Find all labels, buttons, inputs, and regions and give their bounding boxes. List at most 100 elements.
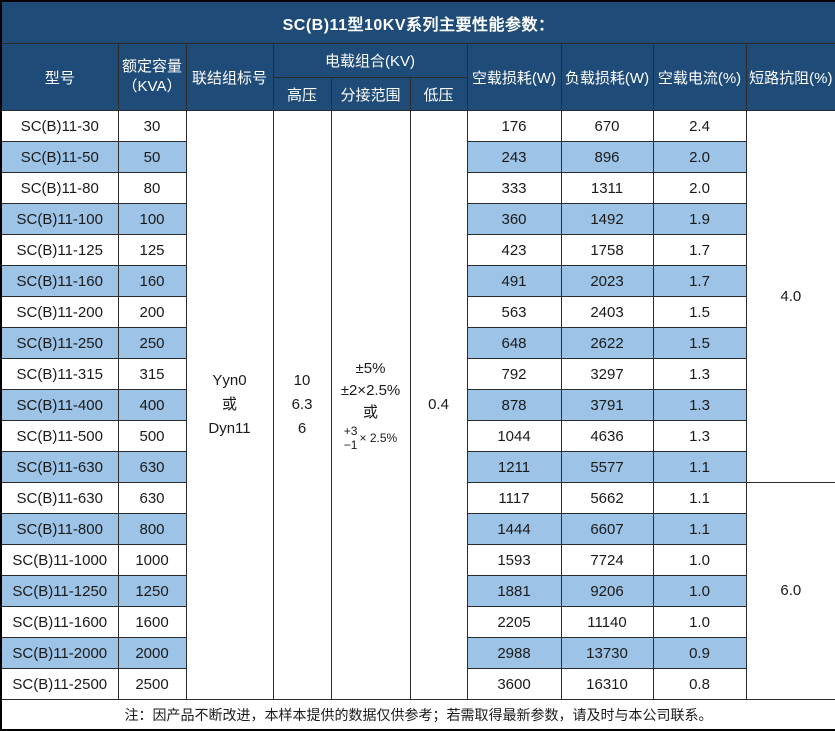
- table-row: SC(B)11-200 200 563 2403 1.5: [0, 296, 835, 328]
- header-row-main: 型号 额定容量 （KVA） 联结组标号 电载组合(KV) 空载损耗(W) 负载损…: [0, 43, 835, 111]
- no-load-current-cell: 1.1: [652, 482, 747, 514]
- col-header-voltage-combo: 电载组合(KV): [272, 43, 468, 78]
- kva-cell: 500: [117, 420, 187, 452]
- vector-group-line: Yyn0: [212, 372, 247, 389]
- no-load-loss-cell: 243: [466, 141, 562, 173]
- model-cell: SC(B)11-315: [0, 358, 119, 390]
- kva-cell: 2000: [117, 637, 187, 669]
- no-load-current-cell: 0.9: [652, 637, 747, 669]
- hv-line: 10: [293, 372, 311, 389]
- no-load-current-cell: 2.4: [652, 110, 747, 142]
- load-loss-cell: 6607: [560, 513, 654, 545]
- load-loss-cell: 670: [560, 110, 654, 142]
- no-load-current-cell: 2.0: [652, 141, 747, 173]
- kva-cell: 1000: [117, 544, 187, 576]
- kva-cell: 630: [117, 451, 187, 483]
- no-load-current-cell: 1.5: [652, 296, 747, 328]
- model-cell: SC(B)11-500: [0, 420, 119, 452]
- kva-cell: 1600: [117, 606, 187, 638]
- table-row: SC(B)11-80 80 333 1311 2.0: [0, 172, 835, 204]
- lv-cell: 0.4: [409, 110, 468, 700]
- table-row: SC(B)11-30 30 Yyn0 或 Dyn11 10 6.3 6 ±5% ±2×2.5% 或 +…: [0, 110, 835, 700]
- kva-cell: 800: [117, 513, 187, 545]
- hv-cell: 10 6.3 6: [272, 110, 332, 700]
- col-header-capacity-line1: 额定容量: [121, 58, 182, 75]
- load-loss-cell: 13730: [560, 637, 654, 669]
- no-load-current-cell: 1.3: [652, 358, 747, 390]
- no-load-loss-cell: 878: [466, 389, 562, 421]
- no-load-loss-cell: 423: [466, 234, 562, 266]
- no-load-loss-cell: 1211: [466, 451, 562, 483]
- no-load-current-cell: 1.5: [652, 327, 747, 359]
- kva-cell: 200: [117, 296, 187, 328]
- no-load-loss-cell: 648: [466, 327, 562, 359]
- model-cell: SC(B)11-1600: [0, 606, 119, 638]
- no-load-loss-cell: 2205: [466, 606, 562, 638]
- no-load-current-cell: 1.1: [652, 451, 747, 483]
- load-loss-cell: 16310: [560, 668, 654, 700]
- kva-cell: 400: [117, 389, 187, 421]
- table-row: SC(B)11-2500 2500 3600 16310 0.8: [0, 668, 835, 700]
- table-row: SC(B)11-800 800 1444 6607 1.1: [0, 513, 835, 545]
- tap-stacked-notation: +3 −1 × 2.5%: [344, 424, 397, 452]
- impedance-group2-cell: 6.0: [745, 482, 835, 700]
- model-cell: SC(B)11-400: [0, 389, 119, 421]
- page-title: SC(B)11型10KV系列主要性能参数：: [0, 0, 835, 44]
- model-cell: SC(B)11-800: [0, 513, 119, 545]
- table-row: SC(B)11-50 50 243 896 2.0: [0, 141, 835, 173]
- kva-cell: 30: [117, 110, 187, 142]
- table-row: SC(B)11-400 400 878 3791 1.3: [0, 389, 835, 421]
- model-cell: SC(B)11-200: [0, 296, 119, 328]
- load-loss-cell: 2403: [560, 296, 654, 328]
- model-cell: SC(B)11-160: [0, 265, 119, 297]
- no-load-loss-cell: 2988: [466, 637, 562, 669]
- hv-line: 6.3: [291, 396, 313, 413]
- hv-line: 6: [297, 420, 307, 437]
- col-header-no-load-loss: 空载损耗(W): [466, 43, 562, 111]
- kva-cell: 1250: [117, 575, 187, 607]
- table-row: SC(B)11-2000 2000 2988 13730 0.9: [0, 637, 835, 669]
- load-loss-cell: 4636: [560, 420, 654, 452]
- load-loss-cell: 3297: [560, 358, 654, 390]
- col-header-model: 型号: [0, 43, 119, 111]
- model-cell: SC(B)11-630: [0, 482, 119, 514]
- col-header-capacity-line2: （KVA）: [122, 78, 182, 95]
- no-load-loss-cell: 1444: [466, 513, 562, 545]
- load-loss-cell: 7724: [560, 544, 654, 576]
- kva-cell: 80: [117, 172, 187, 204]
- kva-cell: 250: [117, 327, 187, 359]
- vector-group-line: Dyn11: [208, 420, 251, 437]
- kva-cell: 630: [117, 482, 187, 514]
- col-header-tap-range: 分接范围: [330, 77, 411, 111]
- kva-cell: 2500: [117, 668, 187, 700]
- title-row: SC(B)11型10KV系列主要性能参数：: [0, 0, 835, 44]
- no-load-loss-cell: 333: [466, 172, 562, 204]
- tap-stack-fraction: +3 −1: [344, 424, 358, 452]
- tap-stack-bottom: −1: [343, 438, 358, 452]
- table-row: SC(B)11-1250 1250 1881 9206 1.0: [0, 575, 835, 607]
- model-cell: SC(B)11-30: [0, 110, 119, 142]
- load-loss-cell: 1758: [560, 234, 654, 266]
- tap-range-cell: ±5% ±2×2.5% 或 +3 −1 × 2.5%: [330, 110, 411, 700]
- model-cell: SC(B)11-2500: [0, 668, 119, 700]
- col-header-hv: 高压: [272, 77, 332, 111]
- no-load-loss-cell: 1881: [466, 575, 562, 607]
- load-loss-cell: 2622: [560, 327, 654, 359]
- load-loss-cell: 896: [560, 141, 654, 173]
- no-load-loss-cell: 176: [466, 110, 562, 142]
- col-header-capacity: 额定容量 （KVA）: [117, 43, 187, 111]
- model-cell: SC(B)11-80: [0, 172, 119, 204]
- no-load-loss-cell: 563: [466, 296, 562, 328]
- no-load-current-cell: 1.0: [652, 606, 747, 638]
- load-loss-cell: 11140: [560, 606, 654, 638]
- table-row: SC(B)11-630 630 1211 5577 1.1: [0, 451, 835, 483]
- model-cell: SC(B)11-2000: [0, 637, 119, 669]
- model-cell: SC(B)11-125: [0, 234, 119, 266]
- no-load-loss-cell: 1117: [466, 482, 562, 514]
- tap-range-line: ±2×2.5%: [340, 382, 401, 399]
- table-body: SC(B)11-30 30 Yyn0 或 Dyn11 10 6.3 6 ±5% ±2×2.5% 或 +…: [0, 110, 835, 700]
- table-row: SC(B)11-100 100 360 1492 1.9: [0, 203, 835, 235]
- no-load-current-cell: 1.7: [652, 234, 747, 266]
- tap-stack-top: +3: [343, 424, 358, 438]
